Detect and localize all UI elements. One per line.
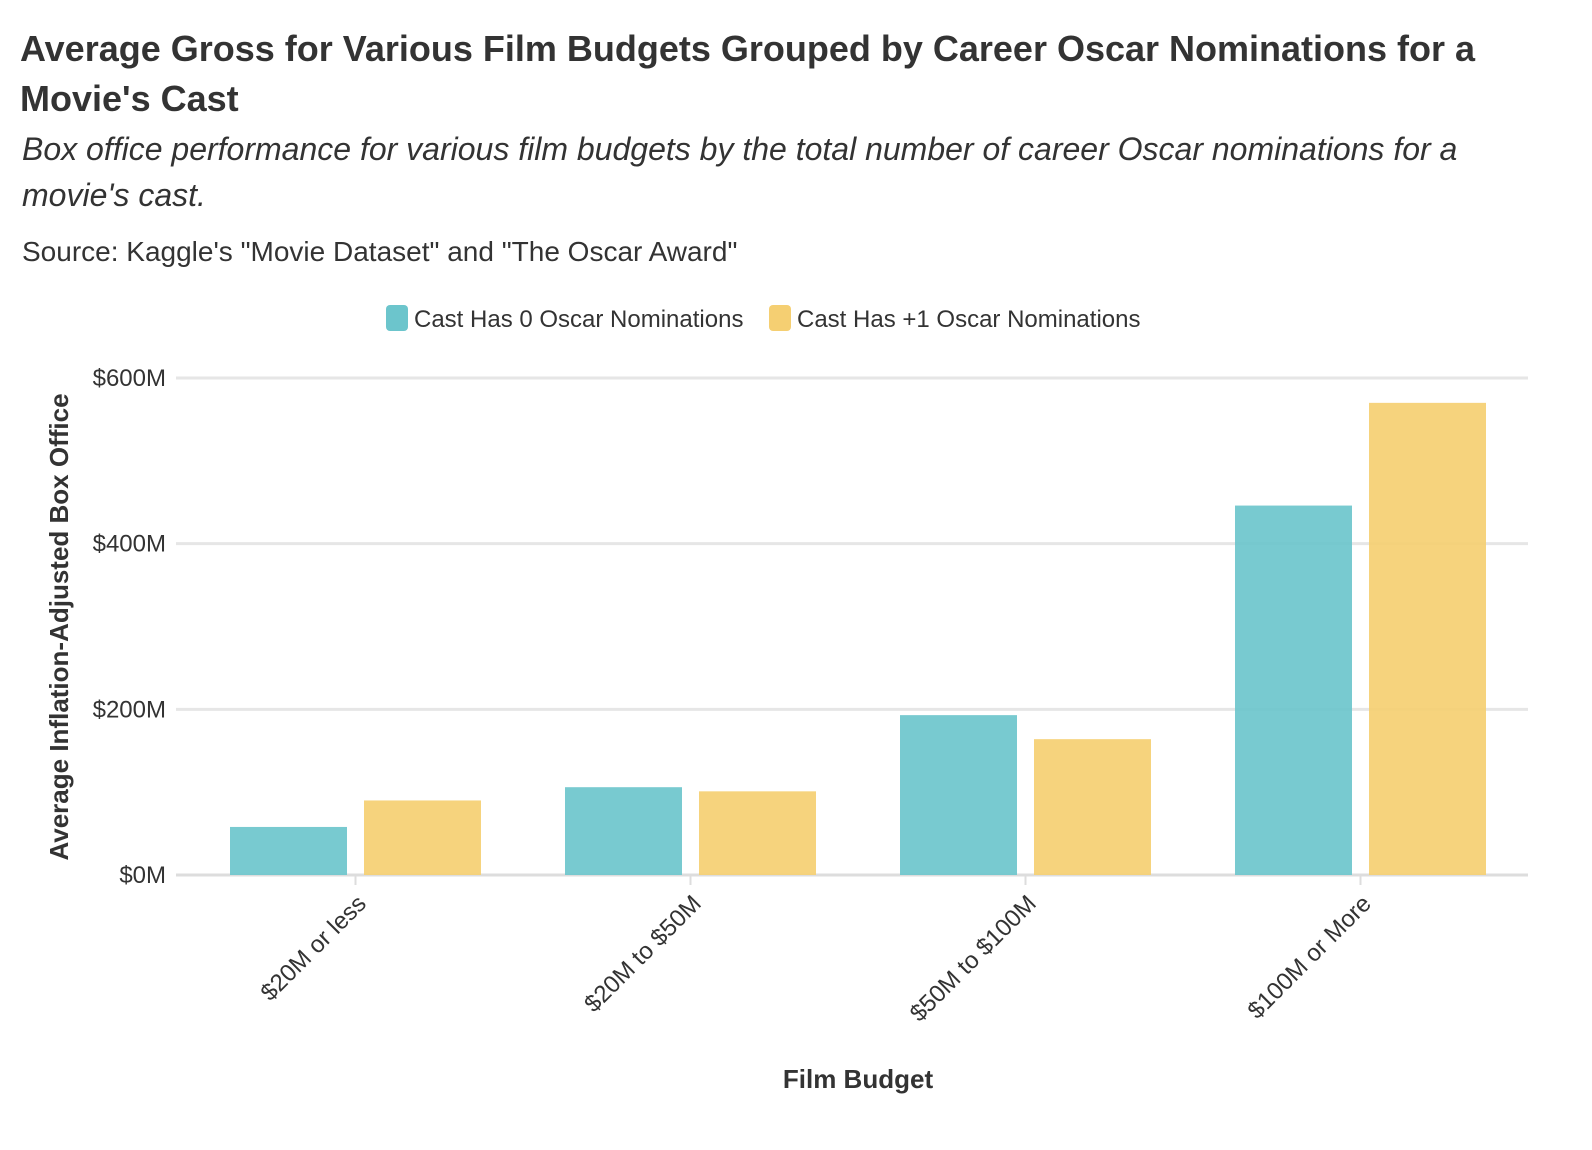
x-axis-label: Film Budget — [783, 1064, 934, 1094]
chart-title: Average Gross for Various Film Budgets G… — [20, 28, 1476, 119]
chart-source: Source: Kaggle's "Movie Dataset" and "Th… — [22, 236, 738, 267]
legend-label-series-1: Cast Has +1 Oscar Nominations — [797, 306, 1140, 333]
bar-series-0 — [565, 787, 682, 875]
y-axis-label: Average Inflation-Adjusted Box Office — [44, 393, 74, 860]
bar-series-1 — [699, 791, 816, 875]
y-tick-label: $200M — [93, 696, 166, 723]
bars — [230, 402, 1486, 875]
bar-series-1 — [1034, 739, 1151, 875]
x-tick-label: $20M or less — [256, 890, 372, 1006]
bar-series-0 — [230, 826, 347, 875]
bar-series-1 — [1369, 402, 1486, 875]
y-tick-label: $600M — [93, 365, 166, 392]
bar-series-0 — [1235, 505, 1352, 875]
x-tick-label: $100M or More — [1243, 890, 1377, 1024]
legend-swatch-series-0 — [386, 305, 408, 331]
x-axis-ticks: $20M or less $20M to $50M $50M to $100M $10… — [256, 875, 1377, 1027]
y-tick-label: $0M — [119, 862, 166, 889]
bar-series-1 — [364, 800, 481, 875]
legend-label-series-0: Cast Has 0 Oscar Nominations — [414, 306, 743, 333]
y-axis-ticks: $0M $200M $400M $600M — [93, 365, 166, 889]
x-tick-label: $50M to $100M — [905, 890, 1042, 1027]
bar-series-0 — [900, 715, 1017, 875]
legend-swatch-series-1 — [769, 305, 791, 331]
y-tick-label: $400M — [93, 531, 166, 558]
chart-subtitle: Box office performance for various film … — [22, 131, 1458, 213]
x-tick-label: $20M to $50M — [579, 890, 707, 1018]
legend: Cast Has 0 Oscar Nominations Cast Has +1… — [386, 305, 1140, 333]
